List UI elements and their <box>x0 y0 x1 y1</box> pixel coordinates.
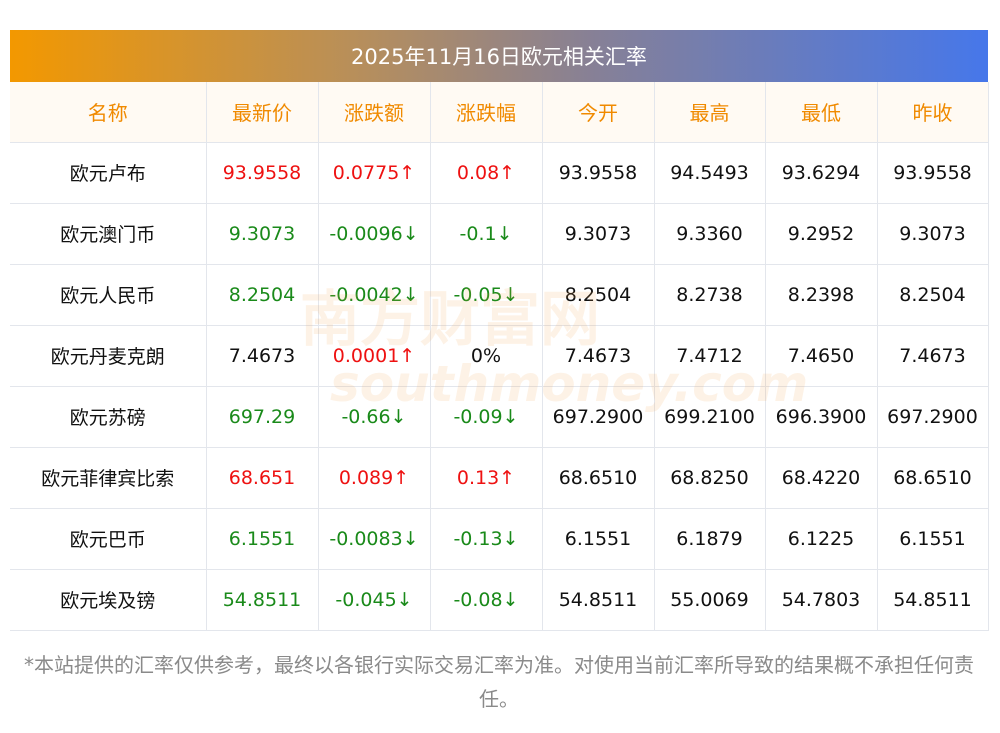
cell-prev: 54.8511 <box>877 569 989 631</box>
cell-price: 54.8511 <box>206 569 319 631</box>
cell-open: 9.3073 <box>542 203 655 265</box>
column-header: 涨跌额 <box>318 82 431 143</box>
cell-prev: 8.2504 <box>877 264 989 326</box>
cell-open: 54.8511 <box>542 569 655 631</box>
cell-change: -0.0042↓ <box>318 264 431 326</box>
cell-high: 699.2100 <box>654 386 766 448</box>
cell-name: 欧元卢布 <box>10 142 207 204</box>
column-header: 最新价 <box>206 82 319 143</box>
cell-prev: 7.4673 <box>877 325 989 387</box>
cell-pct: -0.09↓ <box>430 386 543 448</box>
cell-pct: -0.08↓ <box>430 569 543 631</box>
cell-price: 8.2504 <box>206 264 319 326</box>
table-title: 2025年11月16日欧元相关汇率 <box>10 30 988 82</box>
column-header: 名称 <box>10 82 207 143</box>
cell-high: 55.0069 <box>654 569 766 631</box>
cell-name: 欧元苏磅 <box>10 386 207 448</box>
exchange-rate-table: 名称 最新价 涨跌额 涨跌幅 今开 最高 最低 昨收 欧元卢布 93.9558 0.0775↑ 0.… <box>10 82 989 631</box>
column-header: 最低 <box>765 82 878 143</box>
table-row: 欧元人民币 8.2504 -0.0042↓ -0.05↓ 8.2504 8.2738 8.2… <box>10 264 989 326</box>
header-row: 名称 最新价 涨跌额 涨跌幅 今开 最高 最低 昨收 <box>10 82 989 143</box>
cell-open: 7.4673 <box>542 325 655 387</box>
table-row: 欧元苏磅 697.29 -0.66↓ -0.09↓ 697.2900 699.2100 69… <box>10 386 989 448</box>
disclaimer-note: *本站提供的汇率仅供参考，最终以各银行实际交易汇率为准。对使用当前汇率所导致的结… <box>24 653 974 711</box>
cell-pct: -0.13↓ <box>430 508 543 570</box>
cell-high: 94.5493 <box>654 142 766 204</box>
cell-price: 697.29 <box>206 386 319 448</box>
table-row: 欧元澳门币 9.3073 -0.0096↓ -0.1↓ 9.3073 9.3360 9.29… <box>10 203 989 265</box>
cell-pct: 0.08↑ <box>430 142 543 204</box>
cell-name: 欧元丹麦克朗 <box>10 325 207 387</box>
cell-low: 9.2952 <box>765 203 878 265</box>
cell-pct: 0% <box>430 325 543 387</box>
table-row: 欧元菲律宾比索 68.651 0.089↑ 0.13↑ 68.6510 68.8250 68… <box>10 447 989 509</box>
cell-open: 93.9558 <box>542 142 655 204</box>
cell-prev: 68.6510 <box>877 447 989 509</box>
cell-low: 8.2398 <box>765 264 878 326</box>
cell-high: 6.1879 <box>654 508 766 570</box>
cell-low: 6.1225 <box>765 508 878 570</box>
cell-open: 697.2900 <box>542 386 655 448</box>
cell-prev: 697.2900 <box>877 386 989 448</box>
cell-change: -0.66↓ <box>318 386 431 448</box>
column-header: 昨收 <box>877 82 989 143</box>
cell-low: 68.4220 <box>765 447 878 509</box>
cell-low: 93.6294 <box>765 142 878 204</box>
cell-price: 7.4673 <box>206 325 319 387</box>
cell-change: 0.0001↑ <box>318 325 431 387</box>
cell-pct: -0.1↓ <box>430 203 543 265</box>
column-header: 今开 <box>542 82 655 143</box>
table-row: 欧元巴币 6.1551 -0.0083↓ -0.13↓ 6.1551 6.1879 6.12… <box>10 508 989 570</box>
cell-open: 6.1551 <box>542 508 655 570</box>
cell-low: 54.7803 <box>765 569 878 631</box>
cell-high: 7.4712 <box>654 325 766 387</box>
cell-price: 93.9558 <box>206 142 319 204</box>
cell-high: 68.8250 <box>654 447 766 509</box>
cell-change: 0.0775↑ <box>318 142 431 204</box>
cell-prev: 93.9558 <box>877 142 989 204</box>
cell-high: 9.3360 <box>654 203 766 265</box>
cell-low: 696.3900 <box>765 386 878 448</box>
cell-open: 8.2504 <box>542 264 655 326</box>
cell-price: 9.3073 <box>206 203 319 265</box>
cell-price: 68.651 <box>206 447 319 509</box>
table-row: 欧元埃及镑 54.8511 -0.045↓ -0.08↓ 54.8511 55.0069 5… <box>10 569 989 631</box>
cell-open: 68.6510 <box>542 447 655 509</box>
cell-name: 欧元人民币 <box>10 264 207 326</box>
cell-pct: 0.13↑ <box>430 447 543 509</box>
cell-name: 欧元澳门币 <box>10 203 207 265</box>
cell-name: 欧元埃及镑 <box>10 569 207 631</box>
cell-change: -0.0083↓ <box>318 508 431 570</box>
cell-name: 欧元菲律宾比索 <box>10 447 207 509</box>
cell-low: 7.4650 <box>765 325 878 387</box>
column-header: 最高 <box>654 82 766 143</box>
cell-name: 欧元巴币 <box>10 508 207 570</box>
cell-pct: -0.05↓ <box>430 264 543 326</box>
table-row: 欧元卢布 93.9558 0.0775↑ 0.08↑ 93.9558 94.5493 93.… <box>10 142 989 204</box>
cell-change: -0.045↓ <box>318 569 431 631</box>
column-header: 涨跌幅 <box>430 82 543 143</box>
cell-change: -0.0096↓ <box>318 203 431 265</box>
cell-change: 0.089↑ <box>318 447 431 509</box>
cell-prev: 9.3073 <box>877 203 989 265</box>
cell-prev: 6.1551 <box>877 508 989 570</box>
cell-price: 6.1551 <box>206 508 319 570</box>
cell-high: 8.2738 <box>654 264 766 326</box>
table-row: 欧元丹麦克朗 7.4673 0.0001↑ 0% 7.4673 7.4712 7.4650 7… <box>10 325 989 387</box>
